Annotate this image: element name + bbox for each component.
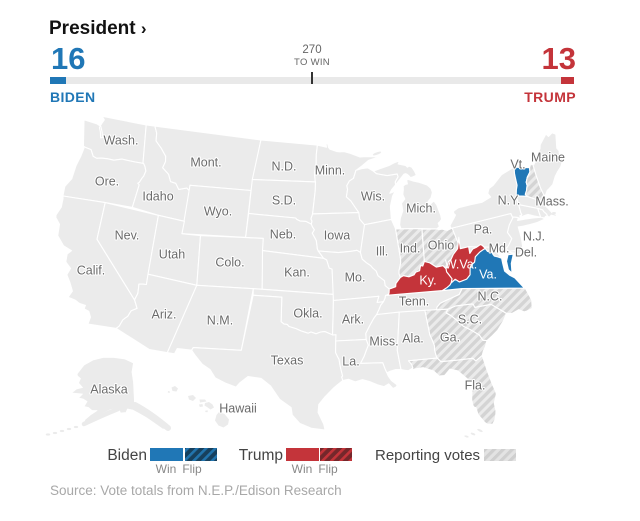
svg-text:Wis.: Wis. <box>361 190 385 204</box>
svg-text:Utah: Utah <box>159 248 185 262</box>
svg-text:Nev.: Nev. <box>115 229 140 243</box>
svg-text:Hawaii: Hawaii <box>219 402 257 416</box>
svg-text:Biden: Biden <box>107 447 147 464</box>
svg-text:Wyo.: Wyo. <box>204 205 232 219</box>
svg-text:Vt.: Vt. <box>510 158 525 172</box>
svg-text:Alaska: Alaska <box>90 383 128 397</box>
svg-text:N.Y.: N.Y. <box>498 194 521 208</box>
svg-text:W.Va.: W.Va. <box>445 258 477 272</box>
svg-text:Calif.: Calif. <box>77 264 105 278</box>
svg-text:Ohio: Ohio <box>428 239 454 253</box>
svg-text:La.: La. <box>342 355 359 369</box>
svg-text:N.D.: N.D. <box>272 160 297 174</box>
svg-text:Trump: Trump <box>239 447 283 464</box>
svg-text:Ala.: Ala. <box>402 332 424 346</box>
svg-text:Ore.: Ore. <box>95 175 119 189</box>
svg-text:Flip: Flip <box>182 462 202 476</box>
svg-text:Ky.: Ky. <box>419 274 436 288</box>
svg-text:Del.: Del. <box>515 246 537 260</box>
svg-text:Mich.: Mich. <box>406 202 436 216</box>
svg-text:Colo.: Colo. <box>215 256 244 270</box>
svg-text:Mont.: Mont. <box>190 156 221 170</box>
svg-text:Va.: Va. <box>479 268 497 282</box>
svg-text:Iowa: Iowa <box>324 229 350 243</box>
svg-text:Mass.: Mass. <box>535 195 568 209</box>
svg-text:S.C.: S.C. <box>458 313 482 327</box>
svg-text:Minn.: Minn. <box>315 164 346 178</box>
svg-text:Okla.: Okla. <box>293 307 322 321</box>
svg-text:N.M.: N.M. <box>207 314 233 328</box>
svg-text:Pa.: Pa. <box>474 223 493 237</box>
svg-text:Md.: Md. <box>489 242 510 256</box>
svg-text:N.J.: N.J. <box>523 230 545 244</box>
svg-text:Maine: Maine <box>531 151 565 165</box>
svg-text:Ga.: Ga. <box>440 331 460 345</box>
svg-text:Neb.: Neb. <box>270 228 296 242</box>
svg-text:Win: Win <box>292 462 313 476</box>
svg-text:Win: Win <box>156 462 177 476</box>
svg-text:N.C.: N.C. <box>478 290 503 304</box>
svg-text:Ark.: Ark. <box>342 313 364 327</box>
svg-text:Miss.: Miss. <box>369 335 398 349</box>
svg-text:Ariz.: Ariz. <box>152 308 177 322</box>
svg-text:Ind.: Ind. <box>400 242 421 256</box>
svg-text:Source: Vote totals from N.E.P: Source: Vote totals from N.E.P./Edison R… <box>50 483 342 498</box>
svg-text:Kan.: Kan. <box>284 266 310 280</box>
svg-text:Reporting votes: Reporting votes <box>375 447 480 464</box>
svg-text:Flip: Flip <box>318 462 338 476</box>
svg-text:Fla.: Fla. <box>465 379 486 393</box>
svg-text:Ill.: Ill. <box>376 245 389 259</box>
svg-text:Texas: Texas <box>271 354 304 368</box>
svg-text:Wash.: Wash. <box>104 134 139 148</box>
svg-text:S.D.: S.D. <box>272 194 296 208</box>
svg-text:Idaho: Idaho <box>142 190 173 204</box>
svg-text:Tenn.: Tenn. <box>399 295 430 309</box>
svg-text:Mo.: Mo. <box>345 271 366 285</box>
